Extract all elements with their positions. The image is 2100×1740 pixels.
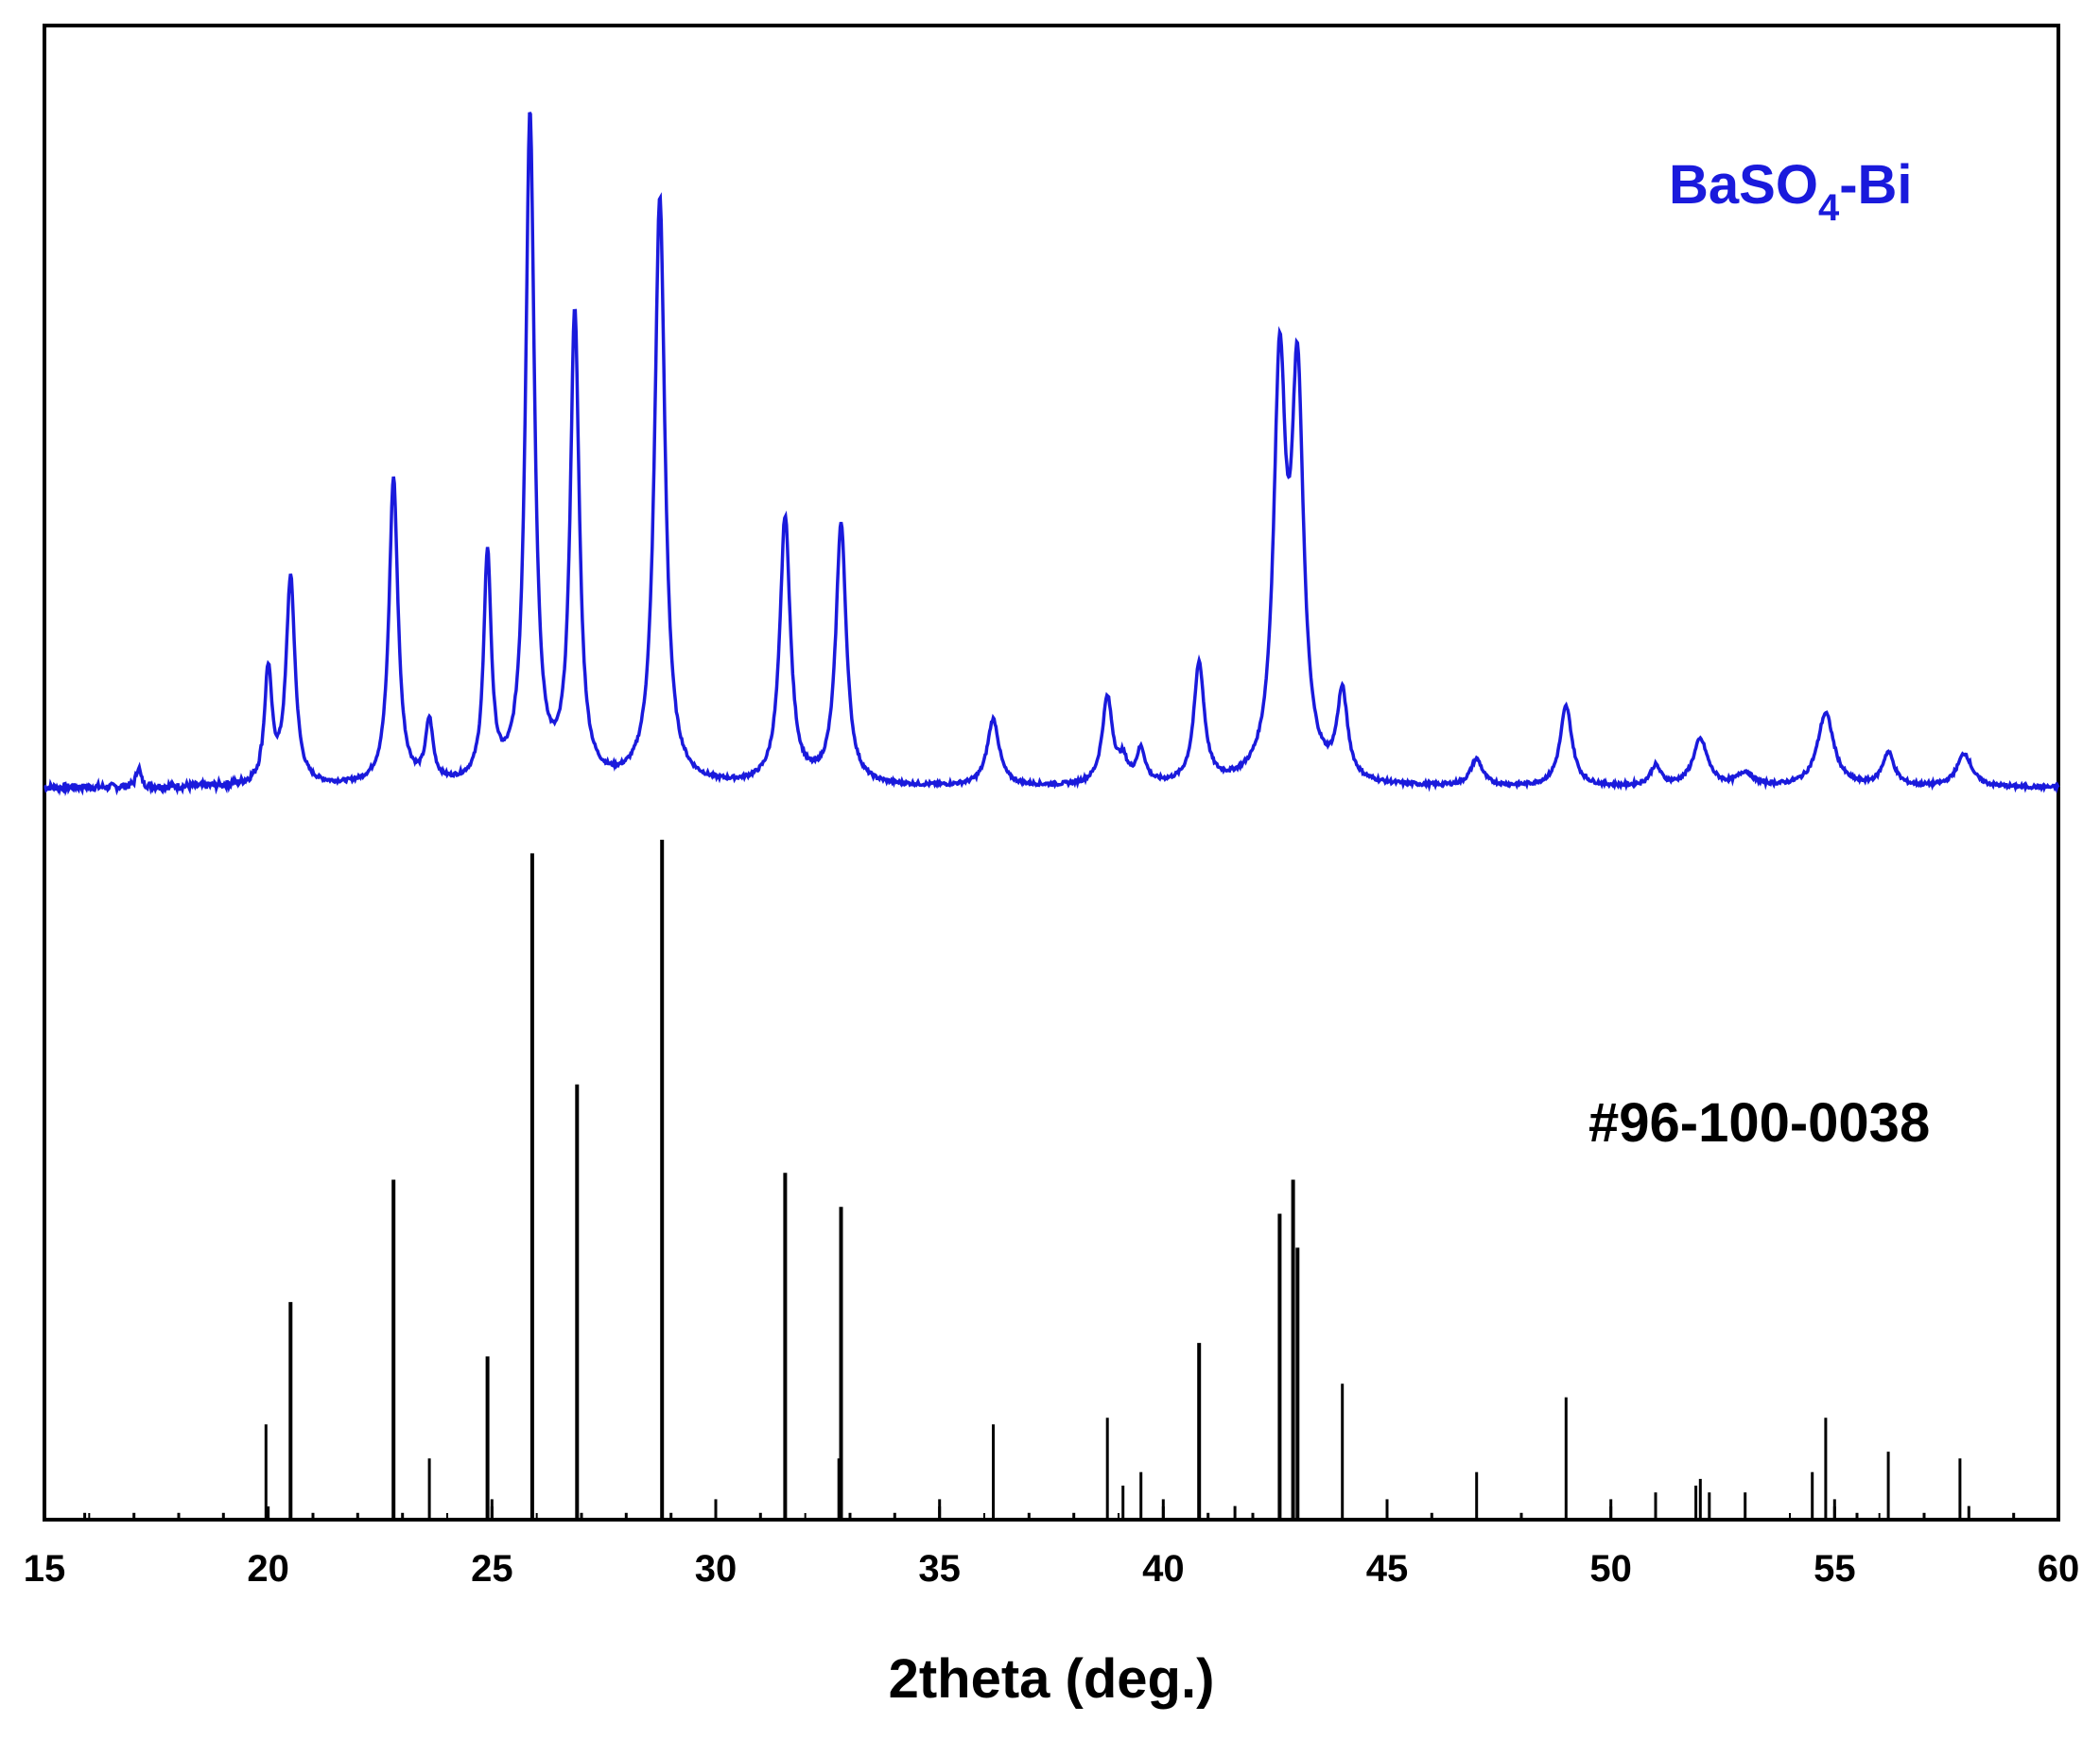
x-tick-label: 60 <box>2038 1548 2080 1590</box>
x-axis-ticks <box>43 1506 2060 1520</box>
series-label-basso4-bi: BaSO4-Bi <box>1669 154 1913 229</box>
x-tick-label: 25 <box>471 1548 513 1590</box>
x-axis-title: 2theta (deg.) <box>889 1648 1215 1710</box>
x-tick-label: 40 <box>1142 1548 1185 1590</box>
x-tick-label: 15 <box>24 1548 66 1590</box>
x-tick-label: 45 <box>1366 1548 1409 1590</box>
x-axis-tick-labels: 15 20 25 30 35 40 45 50 55 60 <box>24 1548 2080 1590</box>
series-line-basso4-bi <box>43 112 2060 797</box>
series-label-reference: #96-100-0038 <box>1588 1092 1930 1154</box>
x-tick-label: 55 <box>1814 1548 1856 1590</box>
x-tick-label: 30 <box>695 1548 738 1590</box>
plot-frame <box>43 24 2060 1522</box>
x-tick-label: 20 <box>247 1548 289 1590</box>
x-tick-label: 50 <box>1589 1548 1632 1590</box>
reference-sticks <box>83 840 2016 1520</box>
x-tick-label: 35 <box>918 1548 961 1590</box>
